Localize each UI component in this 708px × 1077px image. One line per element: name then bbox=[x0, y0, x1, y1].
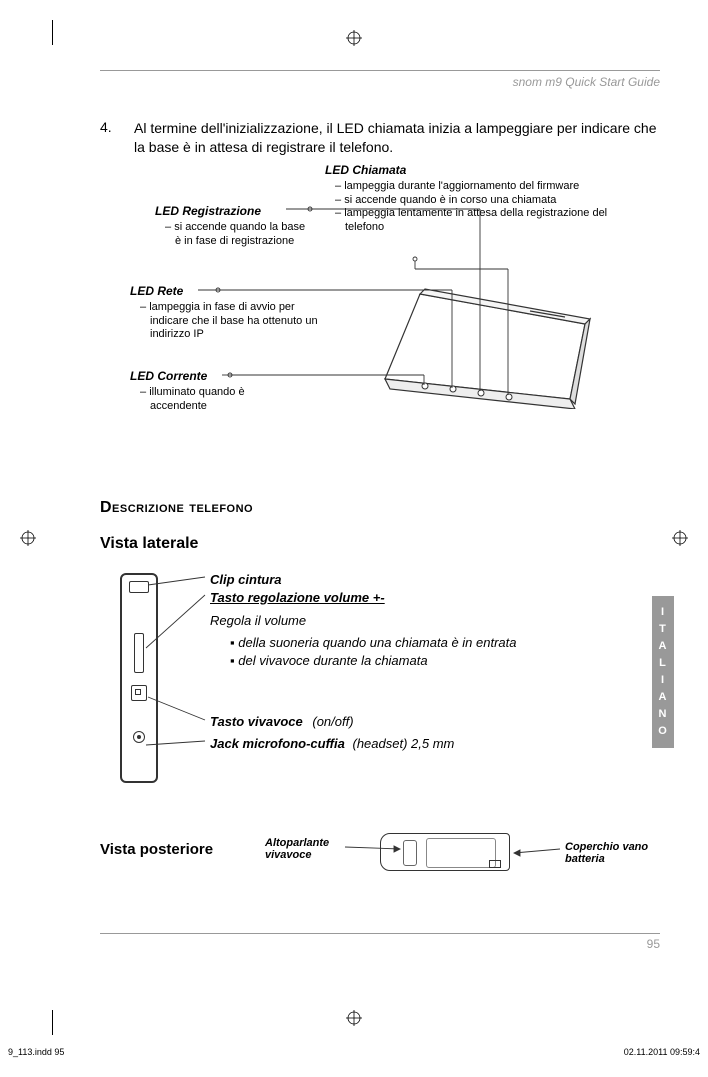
step-4: 4. Al termine dell'inizializzazione, il … bbox=[100, 119, 660, 157]
callout-item: si accende quando la base è in fase di r… bbox=[155, 221, 310, 249]
volume-item: della suoneria quando una chiamata è in … bbox=[210, 634, 630, 652]
callout-item: si accende quando è in corso una chiamat… bbox=[325, 194, 620, 208]
speaker-button bbox=[131, 685, 147, 701]
registration-mark-bottom bbox=[346, 1010, 362, 1026]
side-view-diagram: Clip cintura Tasto regolazione volume +-… bbox=[100, 573, 660, 803]
label-speaker: Tasto vivavoce (on/off) bbox=[210, 713, 354, 731]
volume-title: Tasto regolazione volume +- bbox=[210, 589, 630, 607]
step-number: 4. bbox=[100, 119, 118, 157]
footer-rule bbox=[100, 933, 660, 934]
callout-item: lampeggia lentamente in attesa della reg… bbox=[325, 207, 620, 235]
side-view-title: Vista laterale bbox=[100, 535, 660, 553]
header-title: snom m9 Quick Start Guide bbox=[100, 75, 660, 89]
label-battery-cover: Coperchio vano batteria bbox=[565, 841, 665, 865]
callout-title: LED Rete bbox=[130, 284, 320, 299]
page-number: 95 bbox=[100, 937, 660, 951]
volume-desc: Regola il volume bbox=[210, 612, 630, 630]
page-content: snom m9 Quick Start Guide 4. Al termine … bbox=[100, 70, 660, 951]
step-text: Al termine dell'inizializzazione, il LED… bbox=[134, 119, 660, 157]
crop-mark bbox=[52, 1010, 53, 1035]
callout-title: LED Chiamata bbox=[325, 163, 620, 178]
registration-mark-left bbox=[20, 530, 36, 546]
rear-view-title: Vista posteriore bbox=[100, 841, 213, 858]
callout-item: lampeggia in fase di avvio per indicare … bbox=[130, 301, 320, 342]
print-footer-meta: 9_113.indd 95 02.11.2011 09:59:4 bbox=[0, 1047, 708, 1057]
rear-view-diagram: Vista posteriore Altoparlante vivavoce C… bbox=[100, 833, 660, 893]
callout-item: lampeggia durante l'aggiornamento del fi… bbox=[325, 180, 620, 194]
print-timestamp: 02.11.2011 09:59:4 bbox=[624, 1047, 700, 1057]
callout-led-registrazione: LED Registrazione si accende quando la b… bbox=[155, 204, 310, 249]
callout-item: illuminato quando è accendente bbox=[130, 386, 300, 414]
callout-led-corrente: LED Corrente illuminato quando è accende… bbox=[130, 369, 300, 414]
file-name: 9_113.indd 95 bbox=[8, 1047, 64, 1057]
rear-speaker-grille bbox=[403, 840, 417, 866]
base-diagram: LED Chiamata lampeggia durante l'aggiorn… bbox=[100, 169, 660, 479]
volume-rocker bbox=[134, 633, 144, 673]
rear-panel bbox=[426, 838, 496, 868]
callout-title: LED Corrente bbox=[130, 369, 300, 384]
callout-title: LED Registrazione bbox=[155, 204, 310, 219]
handset-side-illustration bbox=[120, 573, 158, 783]
section-title: Descrizione telefono bbox=[100, 499, 660, 517]
clip-part bbox=[129, 581, 149, 593]
volume-item: del vivavoce durante la chiamata bbox=[210, 652, 630, 670]
label-speaker-rear: Altoparlante vivavoce bbox=[265, 837, 345, 861]
registration-mark-right bbox=[672, 530, 688, 546]
header-rule bbox=[100, 70, 660, 71]
handset-rear-illustration bbox=[380, 833, 510, 871]
callout-led-rete: LED Rete lampeggia in fase di avvio per … bbox=[130, 284, 320, 342]
label-jack: Jack microfono-cuffia (headset) 2,5 mm bbox=[210, 735, 454, 753]
registration-mark-top bbox=[346, 30, 362, 46]
crop-mark bbox=[52, 20, 53, 45]
label-clip: Clip cintura bbox=[210, 571, 282, 589]
base-device-illustration bbox=[375, 269, 605, 409]
battery-cover-latch bbox=[489, 860, 501, 868]
callout-led-chiamata: LED Chiamata lampeggia durante l'aggiorn… bbox=[325, 163, 620, 235]
headset-jack bbox=[133, 731, 145, 743]
label-volume: Tasto regolazione volume +- Regola il vo… bbox=[210, 589, 630, 670]
